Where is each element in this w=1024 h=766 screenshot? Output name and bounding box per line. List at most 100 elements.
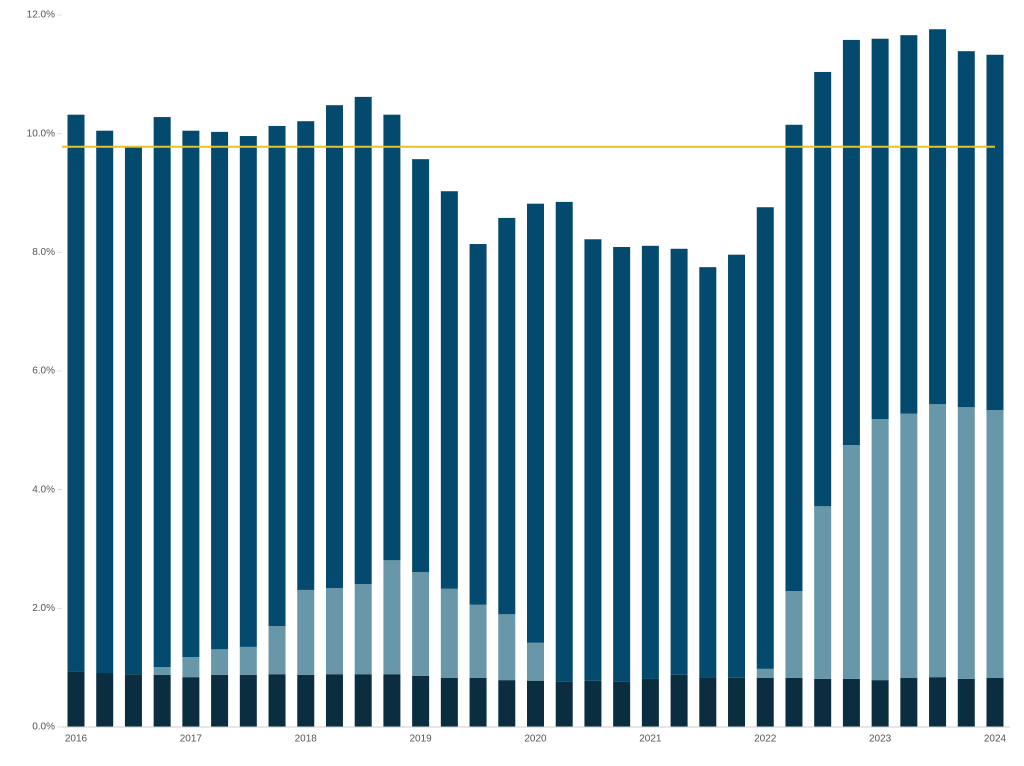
- bar-segment: [641, 245, 659, 679]
- bar-segment: [785, 124, 803, 592]
- y-tick-label: 10.0%: [27, 128, 55, 139]
- bar-segment: [153, 117, 171, 668]
- bar-segment: [412, 675, 430, 727]
- bar-segment: [354, 96, 372, 585]
- x-tick-label: 2024: [984, 734, 1007, 745]
- bar-segment: [929, 29, 947, 405]
- bar-segment: [440, 588, 458, 678]
- bar-segment: [728, 254, 746, 678]
- bar-segment: [383, 560, 401, 675]
- bar-segment: [211, 649, 229, 675]
- bar-segment: [498, 217, 516, 615]
- x-tick-label: 2017: [180, 734, 203, 745]
- bar-segment: [756, 207, 774, 669]
- bar-segment: [814, 71, 832, 507]
- y-tick-label: 2.0%: [32, 603, 55, 614]
- bar-segment: [67, 671, 85, 727]
- bar-segment: [297, 121, 315, 590]
- bar-segment: [469, 604, 487, 678]
- bar-segment: [613, 246, 631, 682]
- x-tick-label: 2020: [524, 734, 547, 745]
- x-tick-label: 2022: [754, 734, 777, 745]
- bar-segment: [268, 125, 286, 627]
- x-tick-label: 2021: [639, 734, 662, 745]
- bar-segment: [929, 677, 947, 727]
- bar-segment: [986, 677, 1004, 727]
- bar-segment: [239, 674, 257, 727]
- bar-segment: [871, 38, 889, 420]
- y-tick-label: 12.0%: [27, 10, 55, 21]
- bar-segment: [239, 646, 257, 675]
- bar-segment: [957, 678, 975, 727]
- bar-segment: [325, 588, 343, 675]
- bar-segment: [383, 674, 401, 727]
- bar-segment: [929, 404, 947, 678]
- bar-segment: [412, 572, 430, 676]
- bar-segment: [211, 674, 229, 727]
- bar-segment: [498, 680, 516, 727]
- bar-segment: [871, 680, 889, 727]
- bar-segment: [613, 681, 631, 727]
- bar-segment: [182, 130, 200, 657]
- bar-segment: [325, 674, 343, 727]
- bar-segment: [584, 680, 602, 727]
- bar-segment: [297, 674, 315, 727]
- bar-segment: [814, 678, 832, 727]
- bar-segment: [354, 674, 372, 727]
- bar-segment: [153, 667, 171, 675]
- y-tick-label: 4.0%: [32, 484, 55, 495]
- bar-segment: [785, 677, 803, 727]
- x-tick-label: 2016: [65, 734, 88, 745]
- bar-segment: [842, 445, 860, 679]
- bar-segment: [498, 614, 516, 681]
- bar-segment: [124, 146, 142, 675]
- bar-segment: [584, 239, 602, 681]
- bar-segment: [986, 54, 1004, 411]
- bar-segment: [297, 589, 315, 675]
- bar-segment: [96, 130, 114, 674]
- bar-segment: [469, 244, 487, 605]
- bar-segment: [527, 203, 544, 643]
- bar-segment: [182, 677, 200, 727]
- x-tick-label: 2019: [410, 734, 433, 745]
- bar-segment: [900, 677, 918, 727]
- bar-segment: [440, 677, 458, 727]
- y-tick-label: 6.0%: [32, 366, 55, 377]
- bar-segment: [957, 407, 975, 679]
- bar-segment: [756, 668, 774, 678]
- bar-segment: [728, 677, 746, 727]
- bar-segment: [555, 201, 573, 682]
- bar-segment: [182, 656, 200, 678]
- bar-segment: [957, 51, 975, 408]
- bar-segment: [814, 506, 832, 679]
- bar-segment: [555, 681, 573, 727]
- x-tick-label: 2023: [869, 734, 892, 745]
- y-tick-label: 0.0%: [32, 722, 55, 733]
- bar-segment: [153, 674, 171, 727]
- bar-segment: [641, 678, 659, 727]
- bar-segment: [900, 35, 918, 414]
- bar-segment: [211, 131, 229, 650]
- bar-segment: [699, 267, 717, 678]
- bar-segment: [670, 674, 688, 727]
- bar-segment: [900, 413, 918, 678]
- bar-segment: [842, 678, 860, 727]
- bar-segment: [527, 680, 544, 727]
- bar-segment: [67, 114, 85, 672]
- bar-segment: [440, 191, 458, 589]
- bar-segment: [383, 114, 401, 561]
- bar-segment: [986, 410, 1004, 678]
- bar-segment: [670, 248, 688, 675]
- bar-segment: [239, 136, 257, 647]
- bar-segment: [842, 39, 860, 446]
- bar-segment: [268, 674, 286, 727]
- bar-segment: [96, 673, 114, 727]
- bar-segment: [469, 677, 487, 727]
- y-tick-label: 8.0%: [32, 247, 55, 258]
- bar-segment: [756, 677, 774, 727]
- bar-segment: [871, 419, 889, 681]
- bar-segment: [268, 626, 286, 675]
- bar-segment: [527, 642, 544, 681]
